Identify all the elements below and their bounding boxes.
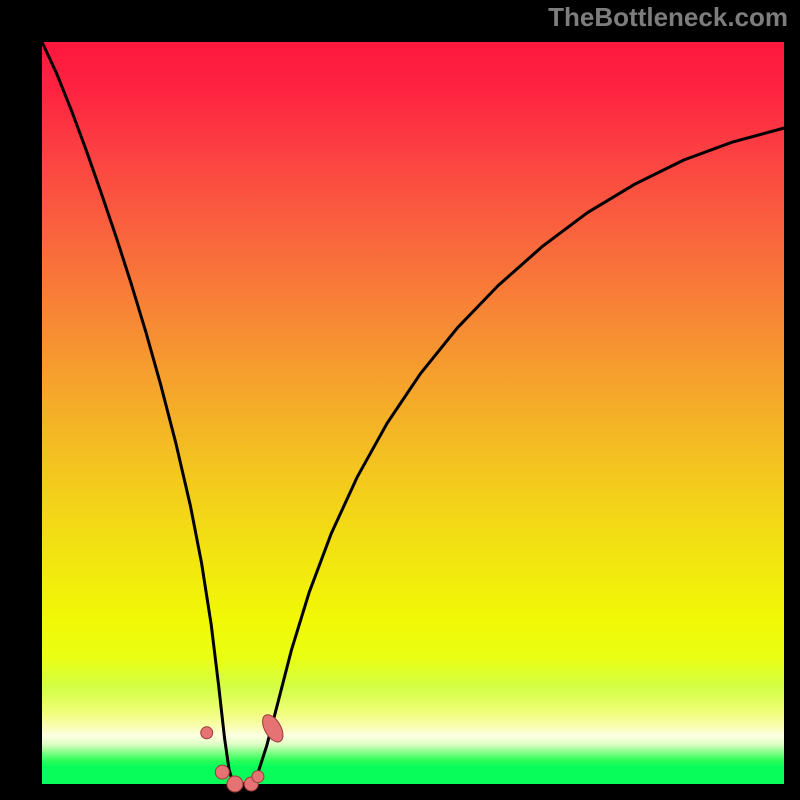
chart-svg [0,0,800,800]
marker-dot [252,771,264,783]
marker-dot [227,776,243,792]
plot-background [42,42,784,784]
chart-root: TheBottleneck.com [0,0,800,800]
marker-dot [201,727,213,739]
watermark-text: TheBottleneck.com [548,2,788,33]
plot-bottom-band [42,766,784,784]
marker-dot [215,765,229,779]
